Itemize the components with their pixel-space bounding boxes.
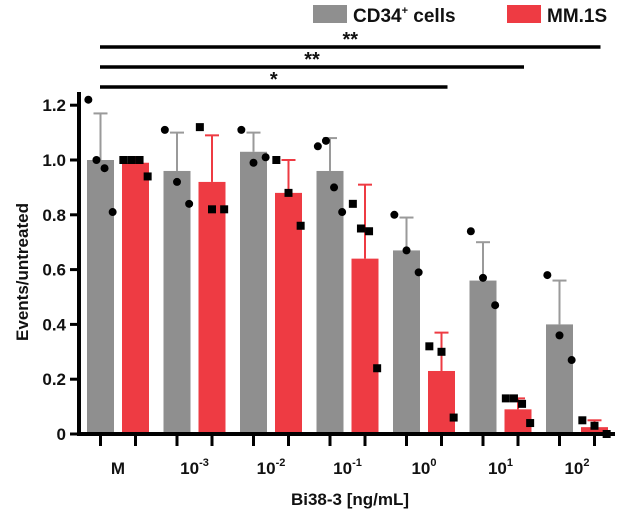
- data-point-square: [220, 205, 229, 214]
- bar-cd34: [163, 170, 191, 434]
- data-point-square: [284, 188, 293, 197]
- data-point-square: [135, 156, 144, 164]
- data-point-circle: [466, 227, 475, 236]
- data-point-circle: [338, 208, 347, 217]
- data-point-square: [348, 199, 357, 208]
- bar-cd34: [316, 170, 344, 434]
- data-point-square: [526, 419, 535, 428]
- legend-item-cd34: CD34+ cells: [313, 5, 456, 27]
- data-point-square: [509, 394, 518, 403]
- data-point-circle: [84, 95, 93, 104]
- data-point-circle: [555, 331, 564, 340]
- bar-mm1s: [275, 192, 302, 434]
- data-point-circle: [313, 142, 322, 151]
- data-point-square: [272, 156, 281, 164]
- bar-mm1s: [428, 370, 455, 434]
- axes: [77, 92, 615, 436]
- data-point-square: [296, 221, 305, 230]
- bar-mm1s: [122, 162, 149, 435]
- x-ticks: M 10-3 10-2 10-1 100 101 102: [99, 434, 596, 478]
- data-point-circle: [402, 246, 411, 255]
- x-tick-label: 102: [564, 457, 589, 478]
- y-tick-label: 0: [57, 425, 66, 444]
- data-point-square: [425, 342, 434, 351]
- x-tick-label: 10-1: [333, 457, 362, 478]
- data-point-square: [365, 227, 374, 236]
- data-point-circle: [92, 156, 101, 164]
- y-ticks: 0 0.2 0.4 0.6 0.8 1.0 1.2: [42, 96, 79, 444]
- data-point-square: [437, 347, 446, 356]
- data-point-circle: [237, 125, 246, 134]
- data-point-circle: [185, 199, 194, 208]
- data-point-circle: [479, 273, 487, 282]
- data-point-circle: [173, 177, 181, 186]
- data-point-square: [208, 205, 216, 214]
- legend-swatch-mm1s: [507, 5, 541, 23]
- bar-cd34: [240, 151, 267, 434]
- x-tick-label: 100: [411, 457, 436, 478]
- data-point-circle: [108, 208, 117, 217]
- legend-label-cd34: CD34+ cells: [353, 5, 456, 27]
- data-point-circle: [321, 136, 330, 145]
- data-point-circle: [160, 125, 169, 134]
- significance-label: *: [270, 69, 278, 91]
- data-point-square: [373, 364, 382, 373]
- bar-mm1s: [351, 258, 379, 434]
- y-tick-label: 0.2: [42, 370, 66, 389]
- bar-cd34: [87, 160, 114, 434]
- data-point-circle: [100, 164, 109, 173]
- data-point-circle: [543, 271, 552, 280]
- data-point-circle: [330, 183, 339, 192]
- data-point-circle: [491, 301, 500, 310]
- data-point-square: [356, 224, 365, 233]
- significance-label: **: [304, 49, 320, 71]
- x-tick-label: 10-2: [257, 457, 286, 478]
- bar-mm1s: [198, 181, 226, 434]
- x-tick-label: 10-3: [180, 457, 209, 478]
- data-point-square: [449, 413, 458, 422]
- legend-label-mm1s: MM.1S: [547, 6, 607, 27]
- data-point-square: [578, 416, 587, 425]
- y-tick-label: 0.8: [42, 206, 66, 225]
- data-point-circle: [567, 356, 576, 365]
- legend-swatch-cd34: [313, 5, 347, 23]
- significance-brackets: *****: [100, 29, 601, 91]
- data-point-circle: [261, 153, 270, 162]
- data-point-circle: [414, 268, 423, 277]
- data-point-circle: [390, 210, 399, 219]
- x-tick-label: M: [111, 459, 125, 478]
- data-point-square: [195, 123, 204, 132]
- x-tick-label: 101: [488, 457, 513, 478]
- legend-item-mm1s: MM.1S: [507, 5, 607, 27]
- plot-area: [84, 95, 611, 438]
- data-point-circle: [249, 158, 258, 167]
- x-axis-label: Bi38-3 [ng/mL]: [291, 490, 409, 509]
- y-tick-label: 0.4: [42, 315, 66, 334]
- significance-label: **: [342, 29, 358, 51]
- data-point-square: [119, 156, 128, 164]
- bar-cd34: [393, 250, 420, 434]
- y-tick-label: 0.6: [42, 261, 66, 280]
- legend: CD34+ cells MM.1S: [313, 5, 607, 27]
- bar-mm1s: [581, 427, 608, 434]
- data-point-square: [501, 394, 510, 403]
- data-point-square: [127, 156, 136, 164]
- data-point-square: [143, 172, 152, 181]
- data-point-square: [590, 421, 599, 430]
- y-axis-label: Events/untreated: [13, 203, 32, 341]
- y-tick-label: 1.0: [42, 151, 66, 170]
- bar-cd34: [546, 324, 573, 434]
- y-tick-label: 1.2: [42, 96, 66, 115]
- data-point-square: [518, 399, 527, 408]
